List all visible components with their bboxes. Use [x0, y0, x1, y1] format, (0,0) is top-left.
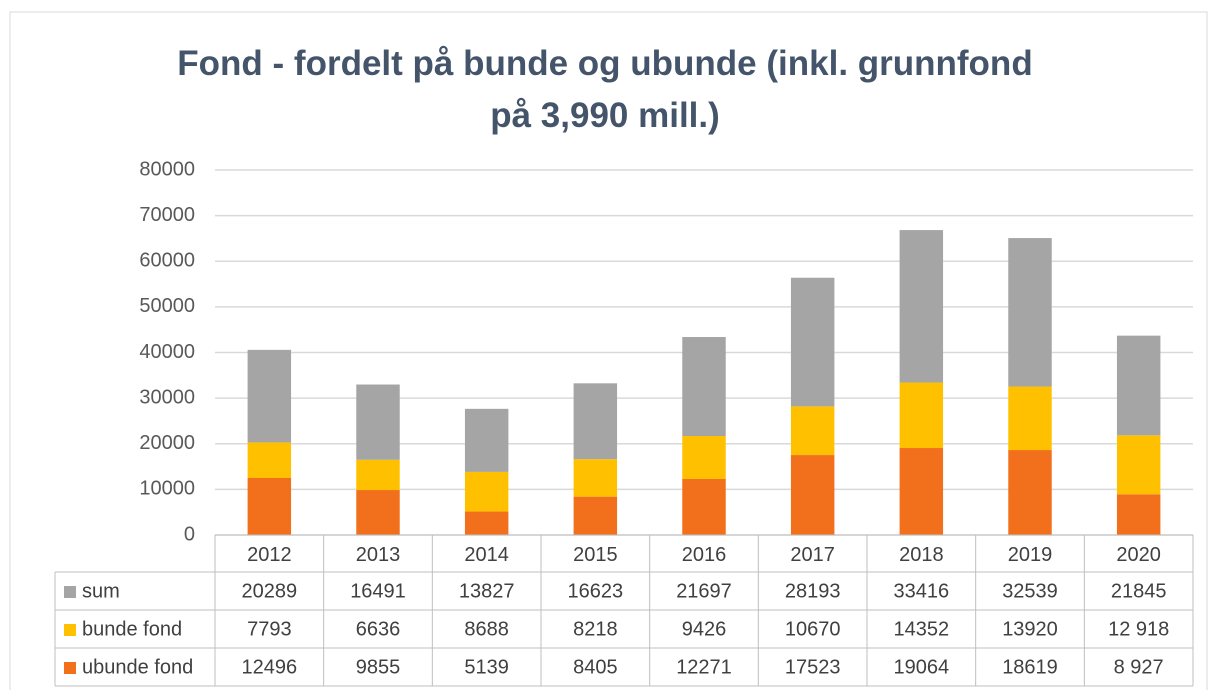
table-value: 12496 — [242, 656, 298, 678]
bar-segment — [573, 383, 618, 460]
x-tick-label: 2015 — [573, 544, 618, 566]
y-tick-label: 50000 — [139, 295, 195, 317]
bar-segment — [682, 479, 726, 535]
table-value: 10670 — [785, 618, 841, 640]
table-value: 16623 — [568, 580, 624, 602]
bar-segment — [682, 337, 726, 437]
bar-segment — [899, 382, 944, 449]
x-tick-label: 2017 — [790, 544, 835, 566]
table-value: 8 927 — [1114, 656, 1164, 678]
table-value: 14352 — [894, 618, 950, 640]
y-tick-label: 0 — [184, 523, 195, 545]
legend-swatch — [64, 662, 76, 674]
bar-segment — [790, 455, 835, 535]
y-tick-label: 10000 — [139, 478, 195, 500]
bar-segment — [790, 406, 835, 456]
bar-segment — [899, 448, 944, 535]
bar-segment — [464, 511, 509, 535]
x-tick-label: 2020 — [1116, 544, 1161, 566]
table-value: 12 918 — [1108, 618, 1169, 640]
y-tick-label: 60000 — [139, 250, 195, 272]
table-value: 32539 — [1002, 580, 1058, 602]
table-value: 12271 — [676, 656, 732, 678]
bar-segment — [1008, 386, 1052, 451]
bar-segment — [247, 442, 292, 478]
bar-segment — [1116, 494, 1161, 535]
table-value: 8405 — [573, 656, 618, 678]
legend-swatch — [64, 586, 76, 598]
table-value: 13920 — [1002, 618, 1058, 640]
bar-segment — [899, 230, 944, 383]
table-value: 33416 — [894, 580, 950, 602]
y-tick-label: 40000 — [139, 341, 195, 363]
table-value: 16491 — [350, 580, 406, 602]
y-tick-label: 20000 — [139, 432, 195, 454]
bar-segment — [247, 349, 292, 443]
legend-label: bunde fond — [82, 618, 182, 640]
bar-segment — [356, 459, 400, 491]
table-value: 9426 — [682, 618, 727, 640]
bar-segment — [682, 436, 726, 480]
bar-segment — [573, 496, 618, 535]
bar-segment — [464, 471, 509, 512]
table-value: 21697 — [676, 580, 732, 602]
bar-segment — [1116, 335, 1161, 436]
bar-segment — [247, 477, 292, 535]
legend-swatch — [64, 624, 76, 636]
x-tick-label: 2016 — [682, 544, 727, 566]
x-tick-label: 2019 — [1008, 544, 1053, 566]
x-tick-label: 2018 — [899, 544, 944, 566]
bar-segment — [573, 459, 618, 497]
chart-title: Fond - fordelt på bunde og ubunde (inkl.… — [177, 44, 1033, 135]
legend-label: ubunde fond — [82, 656, 193, 678]
table-value: 13827 — [459, 580, 515, 602]
table-value: 28193 — [785, 580, 841, 602]
x-tick-label: 2012 — [247, 544, 292, 566]
bar-segment — [790, 277, 835, 407]
bar-segment — [356, 384, 400, 460]
y-tick-label: 30000 — [139, 386, 195, 408]
y-tick-label: 80000 — [139, 158, 195, 180]
x-tick-label: 2013 — [356, 544, 401, 566]
table-value: 5139 — [464, 656, 509, 678]
bar-segment — [1116, 435, 1161, 495]
bar-segment — [356, 490, 400, 535]
frame-border — [9, 11, 1208, 690]
table-value: 7793 — [247, 618, 292, 640]
table-value: 21845 — [1111, 580, 1167, 602]
table-value: 9855 — [356, 656, 401, 678]
table-value: 20289 — [242, 580, 298, 602]
table-value: 19064 — [894, 656, 950, 678]
table-value: 6636 — [356, 618, 401, 640]
bar-segment — [1008, 238, 1052, 387]
legend-label: sum — [82, 580, 120, 602]
table-value: 17523 — [785, 656, 841, 678]
x-tick-label: 2014 — [464, 544, 509, 566]
bar-segment — [1008, 450, 1052, 535]
table-value: 8218 — [573, 618, 618, 640]
table-value: 8688 — [464, 618, 509, 640]
y-tick-label: 70000 — [139, 204, 195, 226]
table-value: 18619 — [1002, 656, 1058, 678]
bar-segment — [464, 408, 509, 472]
